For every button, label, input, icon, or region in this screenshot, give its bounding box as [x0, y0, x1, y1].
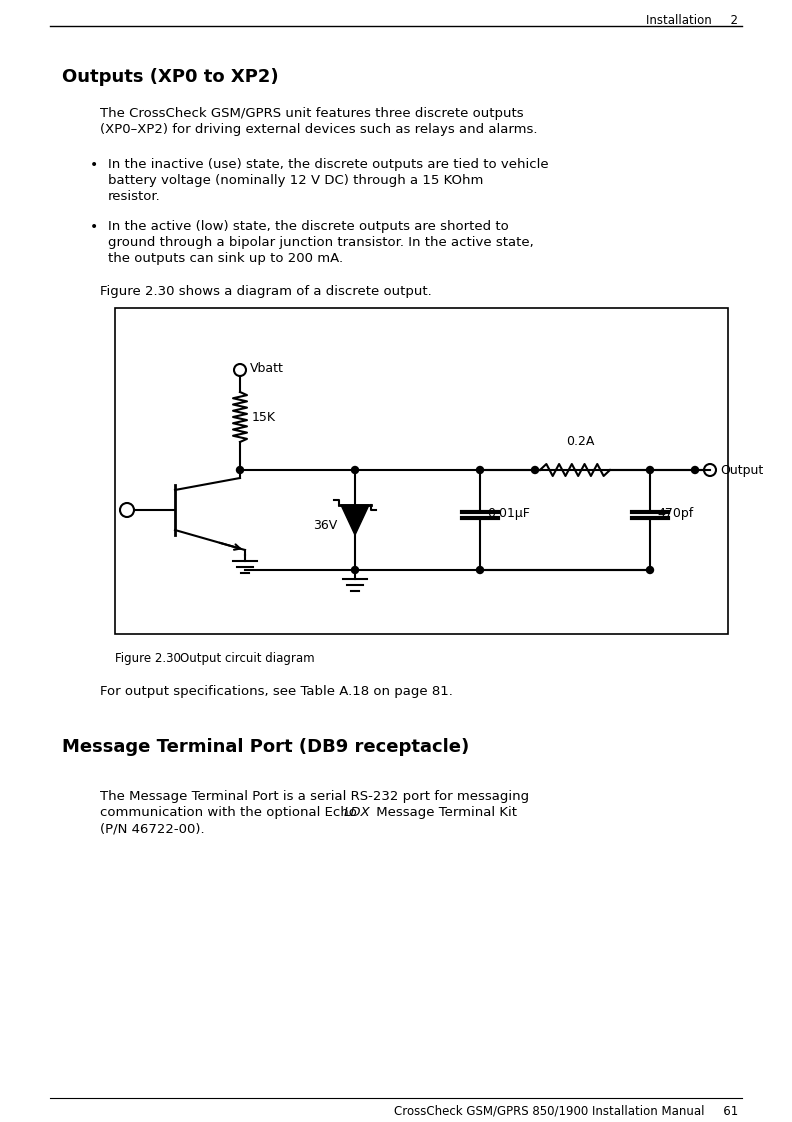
Text: Figure 2.30 shows a diagram of a discrete output.: Figure 2.30 shows a diagram of a discret…: [100, 285, 432, 298]
Circle shape: [237, 467, 243, 473]
Text: 15K: 15K: [252, 411, 276, 423]
Text: The CrossCheck GSM/GPRS unit features three discrete outputs: The CrossCheck GSM/GPRS unit features th…: [100, 107, 524, 120]
Text: The Message Terminal Port is a serial RS-232 port for messaging: The Message Terminal Port is a serial RS…: [100, 790, 529, 803]
Text: Outputs (XP0 to XP2): Outputs (XP0 to XP2): [62, 68, 279, 86]
Text: 0.2A: 0.2A: [565, 435, 594, 448]
Text: Output: Output: [720, 463, 763, 477]
Text: resistor.: resistor.: [108, 190, 161, 203]
Text: Message Terminal Port (DB9 receptacle): Message Terminal Port (DB9 receptacle): [62, 738, 469, 756]
Circle shape: [646, 567, 653, 573]
Text: In the active (low) state, the discrete outputs are shorted to: In the active (low) state, the discrete …: [108, 220, 508, 233]
Text: In the inactive (use) state, the discrete outputs are tied to vehicle: In the inactive (use) state, the discret…: [108, 158, 549, 171]
Circle shape: [531, 467, 539, 473]
Text: For output specifications, see Table A.18 on page 81.: For output specifications, see Table A.1…: [100, 686, 453, 698]
Text: CrossCheck GSM/GPRS 850/1900 Installation Manual     61: CrossCheck GSM/GPRS 850/1900 Installatio…: [394, 1104, 738, 1118]
Text: 470pf: 470pf: [657, 506, 693, 519]
Text: battery voltage (nominally 12 V DC) through a 15 KOhm: battery voltage (nominally 12 V DC) thro…: [108, 174, 483, 187]
Circle shape: [691, 467, 699, 473]
Text: Output circuit diagram: Output circuit diagram: [180, 652, 314, 665]
Text: the outputs can sink up to 200 mA.: the outputs can sink up to 200 mA.: [108, 252, 343, 265]
Circle shape: [477, 567, 483, 573]
Circle shape: [477, 467, 483, 473]
Text: •: •: [90, 158, 98, 172]
Text: (XP0–XP2) for driving external devices such as relays and alarms.: (XP0–XP2) for driving external devices s…: [100, 123, 538, 136]
Text: 0.01μF: 0.01μF: [487, 506, 530, 519]
Text: Figure 2.30: Figure 2.30: [115, 652, 181, 665]
Circle shape: [646, 467, 653, 473]
Circle shape: [352, 467, 359, 473]
Text: •: •: [90, 220, 98, 234]
Text: Installation     2: Installation 2: [646, 13, 738, 27]
Bar: [115, 309, 728, 634]
Text: Vbatt: Vbatt: [250, 361, 284, 375]
Text: ground through a bipolar junction transistor. In the active state,: ground through a bipolar junction transi…: [108, 236, 534, 249]
Text: Message Terminal Kit: Message Terminal Kit: [372, 806, 517, 819]
Polygon shape: [341, 505, 369, 535]
Text: communication with the optional Echo: communication with the optional Echo: [100, 806, 357, 819]
Text: (P/N 46722-00).: (P/N 46722-00).: [100, 822, 204, 835]
Text: LDX: LDX: [344, 806, 371, 819]
Text: 36V: 36V: [313, 518, 337, 532]
Circle shape: [352, 567, 359, 573]
